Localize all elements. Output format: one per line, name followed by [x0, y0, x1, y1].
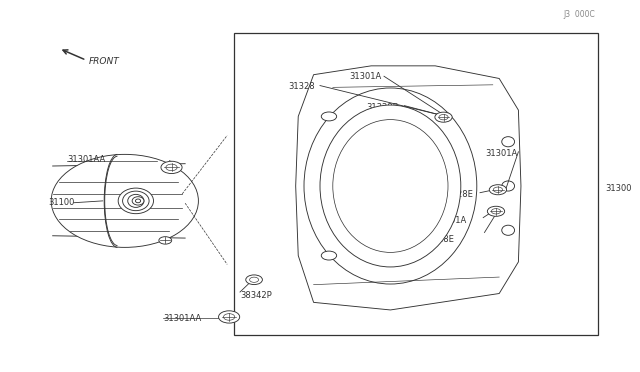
Text: 31328E: 31328E: [366, 103, 398, 112]
Ellipse shape: [502, 137, 515, 147]
Ellipse shape: [502, 181, 515, 191]
Ellipse shape: [502, 225, 515, 235]
Text: 31301A: 31301A: [434, 216, 466, 225]
Text: 31301A: 31301A: [349, 72, 381, 81]
Text: 31328: 31328: [288, 82, 315, 91]
Text: 31301AA: 31301AA: [163, 314, 202, 323]
Bar: [234, 33, 598, 335]
Circle shape: [435, 112, 452, 122]
Ellipse shape: [333, 119, 448, 253]
Circle shape: [218, 311, 240, 323]
Circle shape: [492, 209, 500, 214]
Circle shape: [159, 237, 172, 244]
Text: 31300: 31300: [605, 185, 631, 193]
Circle shape: [250, 277, 259, 282]
Ellipse shape: [320, 105, 461, 267]
Circle shape: [490, 185, 507, 195]
Ellipse shape: [136, 199, 141, 203]
Ellipse shape: [132, 197, 144, 205]
Circle shape: [439, 115, 448, 120]
Circle shape: [161, 161, 182, 173]
Text: 31328E: 31328E: [422, 235, 454, 244]
Ellipse shape: [51, 154, 198, 247]
Text: 31301A: 31301A: [485, 149, 517, 158]
Ellipse shape: [118, 188, 154, 214]
Ellipse shape: [128, 195, 144, 208]
Circle shape: [488, 206, 504, 217]
Text: 31328E: 31328E: [442, 190, 474, 199]
Ellipse shape: [304, 88, 477, 284]
Circle shape: [166, 164, 177, 171]
Circle shape: [321, 112, 337, 121]
Text: 31301AA: 31301AA: [67, 155, 106, 164]
Circle shape: [223, 314, 235, 320]
Circle shape: [246, 275, 262, 285]
Circle shape: [493, 187, 502, 192]
Text: J3  000C: J3 000C: [563, 10, 595, 19]
Ellipse shape: [123, 191, 149, 211]
Circle shape: [321, 251, 337, 260]
PathPatch shape: [296, 66, 521, 310]
Text: FRONT: FRONT: [88, 57, 119, 65]
Text: 31100: 31100: [48, 198, 74, 207]
Text: 38342P: 38342P: [240, 291, 272, 300]
